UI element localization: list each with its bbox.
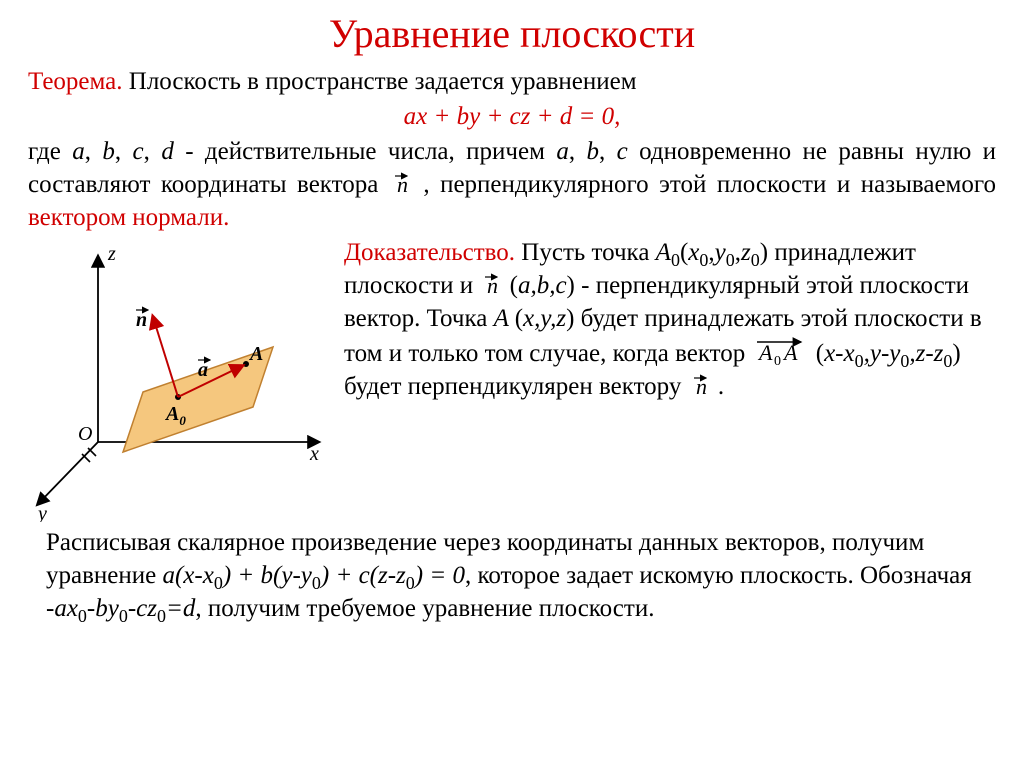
- origin-label: O: [78, 423, 92, 445]
- t: 0: [312, 573, 321, 593]
- svg-text:n: n: [397, 172, 408, 196]
- t: ) + b(y-y: [223, 562, 312, 589]
- vec-n-inline-icon: n: [690, 372, 710, 398]
- t: 0: [726, 250, 735, 270]
- figure-column: z x y O A0 A n a: [28, 236, 338, 522]
- t: ,z-z: [909, 340, 943, 367]
- plane-equation: ax + by + cz + d = 0,: [28, 100, 996, 133]
- t: 0: [214, 573, 223, 593]
- t: -by: [87, 595, 119, 622]
- z-axis-label: z: [107, 243, 116, 265]
- t: - действительные числа, причем: [174, 138, 557, 165]
- n-vec-label: n: [136, 309, 147, 331]
- a-vec-label: a: [198, 359, 208, 381]
- proof-label: Доказательство.: [344, 239, 515, 266]
- y-axis-label: y: [36, 503, 47, 522]
- t: A: [656, 239, 671, 266]
- where-paragraph: где a, b, c, d - действительные числа, п…: [28, 135, 996, 234]
- t: ,: [599, 138, 617, 165]
- t: x,y,z: [523, 305, 566, 332]
- t: (: [515, 305, 523, 332]
- svg-text:n: n: [487, 273, 498, 297]
- svg-text:n: n: [696, 374, 707, 398]
- t: x: [688, 239, 699, 266]
- plane-diagram: z x y O A0 A n a: [28, 242, 328, 522]
- t: x-x: [824, 340, 855, 367]
- t: (: [809, 340, 824, 367]
- normal-vector-label: вектором нормали.: [28, 204, 229, 231]
- t: где: [28, 138, 72, 165]
- t: 0: [78, 606, 87, 626]
- t: A: [494, 305, 515, 332]
- t: ,: [85, 138, 103, 165]
- vec-a0a-inline-icon: A0A: [753, 335, 807, 365]
- slide: Уравнение плоскости Теорема. Плоскость в…: [0, 0, 1024, 625]
- t: ,: [115, 138, 133, 165]
- proof-column: Доказательство. Пусть точка A0(x0,y0,z0)…: [338, 236, 996, 522]
- t: 0: [119, 606, 128, 626]
- t: -cz: [128, 595, 157, 622]
- t: , которое задает искомую плоскость. Обоз…: [465, 562, 972, 589]
- t: 0: [406, 573, 415, 593]
- t: 0: [751, 250, 760, 270]
- t: a: [556, 138, 569, 165]
- svg-text:A: A: [782, 340, 798, 365]
- theorem-label: Теорема.: [28, 68, 123, 95]
- t: Пусть точка: [515, 239, 656, 266]
- t: 0: [671, 250, 680, 270]
- t: 0: [855, 351, 864, 371]
- svg-text:A: A: [757, 340, 773, 365]
- t: a(x-x: [162, 562, 213, 589]
- t: y: [715, 239, 726, 266]
- theorem-line: Теорема. Плоскость в пространстве задает…: [28, 65, 996, 98]
- theorem-text: Плоскость в пространстве задается уравне…: [123, 68, 637, 95]
- t: .: [712, 373, 725, 400]
- t: ,: [144, 138, 162, 165]
- t: , получим требуемое уравнение плоскости.: [195, 595, 654, 622]
- t: 0: [157, 606, 166, 626]
- t: =d: [166, 595, 195, 622]
- t: (: [503, 272, 518, 299]
- t: -ax: [46, 595, 78, 622]
- bottom-paragraph: Расписывая скалярное произведение через …: [28, 526, 996, 625]
- x-axis-label: x: [309, 443, 319, 465]
- t: ) = 0: [415, 562, 465, 589]
- t: ,: [569, 138, 587, 165]
- svg-text:0: 0: [774, 354, 781, 365]
- a-label: A: [248, 343, 263, 365]
- t: a,b,c: [518, 272, 567, 299]
- vec-n-inline-icon: n: [481, 271, 501, 297]
- t: ,y-y: [864, 340, 901, 367]
- t: b: [586, 138, 599, 165]
- vec-n-inline-icon: n: [391, 170, 411, 196]
- t: d: [161, 138, 174, 165]
- two-column-row: z x y O A0 A n a Доказательство. Пусть т…: [28, 236, 996, 522]
- t: ): [760, 239, 768, 266]
- t: ) + c(z-z: [321, 562, 406, 589]
- t: a: [72, 138, 85, 165]
- t: c: [133, 138, 144, 165]
- t: z: [741, 239, 751, 266]
- t: c: [617, 138, 628, 165]
- slide-title: Уравнение плоскости: [28, 8, 996, 61]
- t: b: [102, 138, 115, 165]
- t: , перпендикулярного этой плоскости и наз…: [413, 171, 996, 198]
